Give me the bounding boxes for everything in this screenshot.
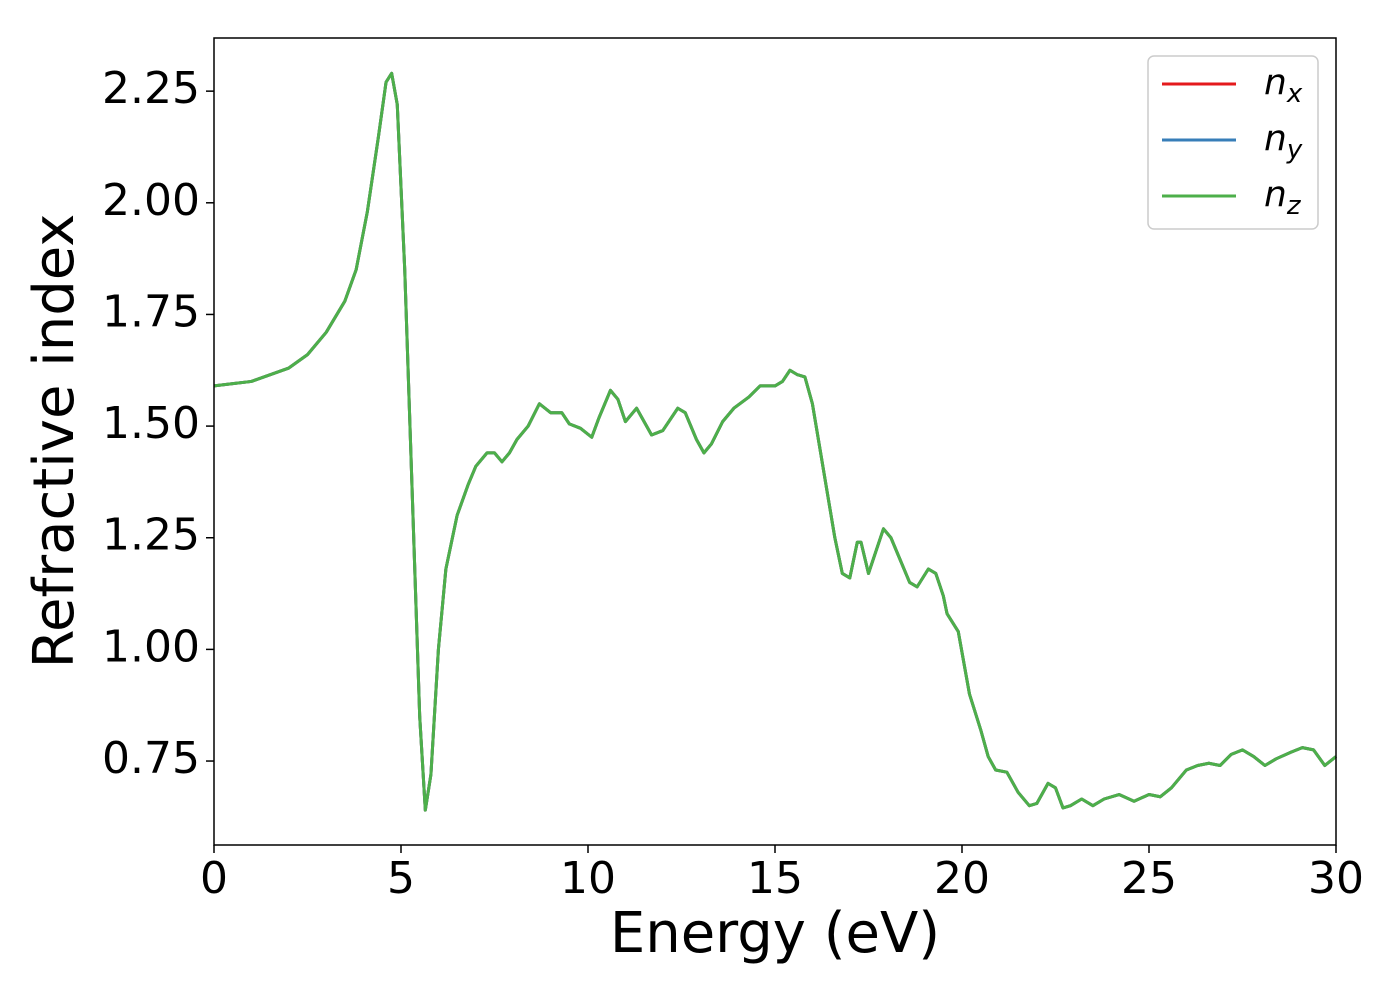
- x-tick-label: 15: [747, 853, 803, 904]
- x-tick-label: 30: [1308, 853, 1364, 904]
- x-tick-label: 5: [387, 853, 415, 904]
- data-line: [213, 71, 1337, 812]
- plot-frame: [213, 37, 1337, 846]
- legend-box: [1147, 55, 1319, 230]
- y-tick-label: 1.25: [102, 510, 200, 561]
- legend-label: ny: [1264, 118, 1303, 165]
- x-tick-label: 10: [560, 853, 616, 904]
- y-tick-label: 0.75: [102, 733, 200, 784]
- y-tick-label: 1.50: [102, 398, 200, 449]
- x-axis-label: Energy (eV): [610, 901, 940, 966]
- y-tick-label: 1.00: [102, 621, 200, 672]
- legend-label: nz: [1264, 174, 1302, 221]
- y-tick-label: 2.00: [102, 175, 200, 226]
- y-tick-label: 1.75: [102, 286, 200, 337]
- x-tick-label: 0: [200, 853, 228, 904]
- x-tick-label: 20: [934, 853, 990, 904]
- y-axis-label: Refractive index: [22, 214, 87, 669]
- legend-label: nx: [1264, 62, 1303, 109]
- x-tick-label: 25: [1121, 853, 1177, 904]
- y-tick-label: 2.25: [102, 63, 200, 114]
